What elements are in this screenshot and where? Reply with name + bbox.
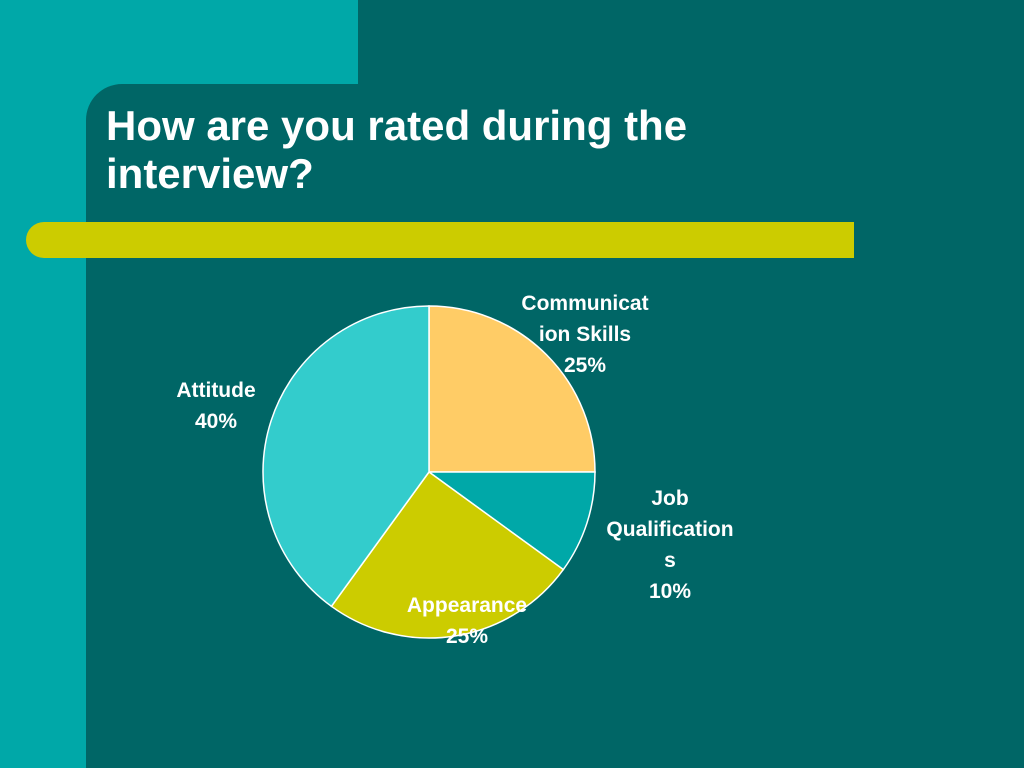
slide-title: How are you rated during the interview? (106, 102, 688, 197)
pie-slice-job-qualifications (426, 471, 596, 571)
pie-slice-appearance (330, 470, 565, 639)
accent-bar (26, 222, 854, 258)
pie-label-appearance: Appearance 25% (407, 594, 527, 648)
slide-panel-top (358, 0, 1024, 84)
pie-slice-communication-skills (428, 305, 596, 473)
pie-label-attitude: Attitude 40% (176, 379, 255, 433)
pie-label-communication-skills: Communicat ion Skills 25% (521, 292, 648, 377)
pie-slice-attitude (262, 305, 430, 608)
pie-label-job-qualifications: Job Qualification s 10% (606, 487, 733, 603)
